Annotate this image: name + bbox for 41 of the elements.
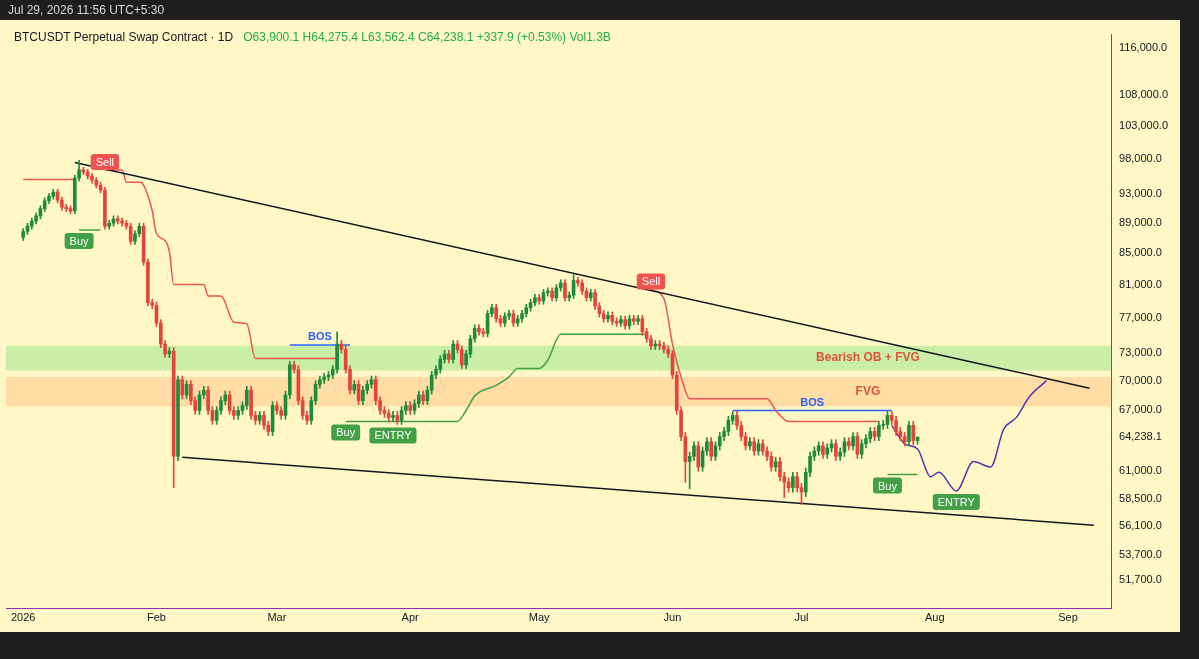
x-tick-label: Apr	[401, 611, 420, 624]
x-tick-label: Feb	[147, 611, 166, 624]
annotation: ENTRY	[937, 496, 976, 509]
y-tick-label: 98,000.0	[1119, 152, 1162, 165]
y-tick-label: 64,238.1	[1119, 430, 1162, 443]
x-tick-label: Mar	[267, 611, 287, 624]
annotation: Buy	[69, 235, 90, 247]
y-tick-label: 108,000.0	[1119, 88, 1168, 101]
x-tick-label: 2026	[10, 611, 36, 624]
band-label: Bearish OB + FVG	[816, 350, 920, 365]
text: Jul 29, 2026 11:56 UTC+5:30	[8, 3, 165, 17]
annotation: Sell	[641, 275, 661, 288]
x-tick-label: Aug	[924, 611, 945, 624]
y-tick-label: 67,000.0	[1119, 402, 1162, 415]
y-tick-label: 93,000.0	[1119, 186, 1162, 199]
y-tick-label: 73,000.0	[1119, 346, 1162, 359]
y-tick-label: 103,000.0	[1119, 119, 1168, 132]
annotation: Buy	[336, 426, 356, 439]
y-tick-label: 89,000.0	[1119, 215, 1162, 228]
y-tick-label: 58,500.0	[1119, 491, 1162, 504]
y-tick-label: 53,700.0	[1119, 548, 1162, 561]
series-label: BOS	[800, 396, 825, 408]
annotation: Buy	[877, 479, 898, 492]
chart-title: BTCUSDT Perpetual Swap Contract · 1D	[14, 30, 234, 44]
y-tick-label: 51,700.0	[1119, 573, 1162, 586]
x-tick-label: May	[528, 611, 551, 624]
annotation: ENTRY	[374, 429, 413, 442]
y-tick-label: 116,000.0	[1119, 41, 1168, 54]
y-tick-label: 85,000.0	[1119, 245, 1162, 258]
y-tick-label: 81,000.0	[1119, 277, 1162, 290]
x-tick-label: Sep	[1058, 611, 1078, 624]
series-label: BOS	[307, 330, 332, 343]
chart-subtitle: O63,900.1 H64,275.4 L63,562.4 C64,238.1 +337.9 (+0.53%) Vol1.3B	[243, 30, 611, 44]
y-tick-label: 70,000.0	[1119, 373, 1162, 386]
annotation: Sell	[95, 155, 115, 168]
x-tick-label: Jul	[794, 611, 809, 624]
y-tick-label: 61,000.0	[1119, 464, 1162, 477]
y-tick-label: 56,100.0	[1119, 519, 1162, 532]
band-label: FVG	[855, 384, 881, 399]
x-tick-label: Jun	[663, 611, 682, 624]
y-tick-label: 77,000.0	[1119, 310, 1162, 323]
